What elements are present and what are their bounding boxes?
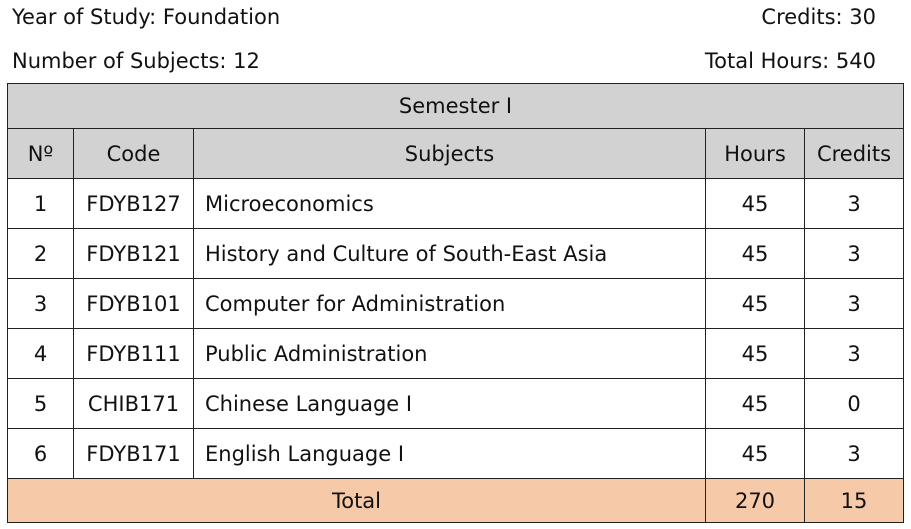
row-no: 1 <box>7 178 74 229</box>
subjects-table: Semester I Nº Code Subjects Hours Credit… <box>6 83 905 523</box>
row-no: 6 <box>7 428 74 479</box>
row-hours: 45 <box>705 278 805 329</box>
row-no: 4 <box>7 328 74 379</box>
table-row: 3 FDYB101 Computer for Administration 45… <box>7 278 905 329</box>
row-hours: 45 <box>705 378 805 429</box>
row-credits: 3 <box>803 178 905 229</box>
header-no: Nº <box>7 128 74 179</box>
row-credits: 3 <box>803 428 905 479</box>
semester-row: Semester I <box>6 83 905 129</box>
table-row: 1 FDYB127 Microeconomics 45 3 <box>7 178 905 229</box>
total-hours: Total Hours: 540 <box>704 49 876 73</box>
header-hours: Hours <box>705 128 805 179</box>
row-hours: 45 <box>705 228 805 279</box>
row-subject: Microeconomics <box>193 178 706 229</box>
row-code: FDYB111 <box>73 328 194 379</box>
row-no: 2 <box>7 228 74 279</box>
year-of-study: Year of Study: Foundation <box>12 5 281 29</box>
total-credits-cell: 15 <box>803 478 905 523</box>
row-subject: Computer for Administration <box>193 278 706 329</box>
row-hours: 45 <box>705 428 805 479</box>
credits-summary: Credits: 30 <box>761 5 876 29</box>
header-credits: Credits <box>803 128 905 179</box>
row-code: FDYB127 <box>73 178 194 229</box>
info-line-1: Year of Study: Foundation Credits: 30 <box>12 4 876 30</box>
semester-title: Semester I <box>6 83 905 129</box>
row-code: FDYB101 <box>73 278 194 329</box>
row-subject: Public Administration <box>193 328 706 379</box>
total-label: Total <box>7 478 706 523</box>
row-no: 5 <box>7 378 74 429</box>
row-hours: 45 <box>705 178 805 229</box>
table-row: 5 CHIB171 Chinese Language I 45 0 <box>7 378 905 429</box>
row-credits: 3 <box>803 328 905 379</box>
header-row: Nº Code Subjects Hours Credits <box>7 128 905 179</box>
row-credits: 0 <box>803 378 905 429</box>
header-subjects: Subjects <box>193 128 706 179</box>
row-subject: Chinese Language I <box>193 378 706 429</box>
row-code: FDYB121 <box>73 228 194 279</box>
row-code: CHIB171 <box>73 378 194 429</box>
row-no: 3 <box>7 278 74 329</box>
info-line-2: Number of Subjects: 12 Total Hours: 540 <box>12 48 876 74</box>
table-row: 6 FDYB171 English Language I 45 3 <box>7 428 905 479</box>
total-hours-cell: 270 <box>705 478 805 523</box>
table-row: 4 FDYB111 Public Administration 45 3 <box>7 328 905 379</box>
row-credits: 3 <box>803 278 905 329</box>
table-row: 2 FDYB121 History and Culture of South-E… <box>7 228 905 279</box>
row-subject: English Language I <box>193 428 706 479</box>
row-hours: 45 <box>705 328 805 379</box>
header-code: Code <box>73 128 194 179</box>
row-credits: 3 <box>803 228 905 279</box>
total-row: Total 270 15 <box>7 478 905 523</box>
row-subject: History and Culture of South-East Asia <box>193 228 706 279</box>
row-code: FDYB171 <box>73 428 194 479</box>
number-of-subjects: Number of Subjects: 12 <box>12 49 260 73</box>
